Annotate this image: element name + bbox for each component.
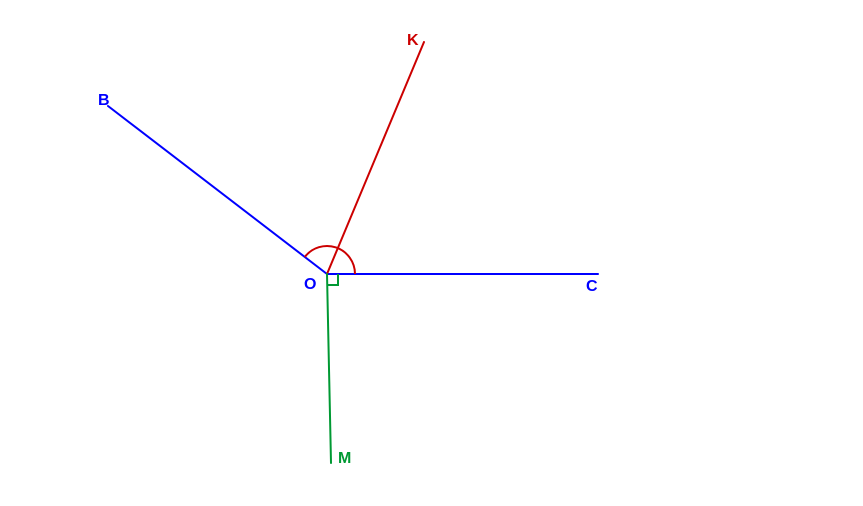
ray-OK — [327, 42, 424, 274]
label-B: B — [98, 92, 110, 110]
label-C: C — [586, 278, 598, 296]
geometry-diagram — [0, 0, 863, 506]
angle-arc-BOC — [305, 246, 355, 274]
ray-OM — [327, 274, 331, 463]
label-M: M — [338, 450, 351, 468]
ray-OB — [108, 106, 327, 274]
right-angle-mark — [327, 274, 338, 285]
label-O: O — [304, 276, 316, 294]
label-K: K — [407, 32, 419, 50]
